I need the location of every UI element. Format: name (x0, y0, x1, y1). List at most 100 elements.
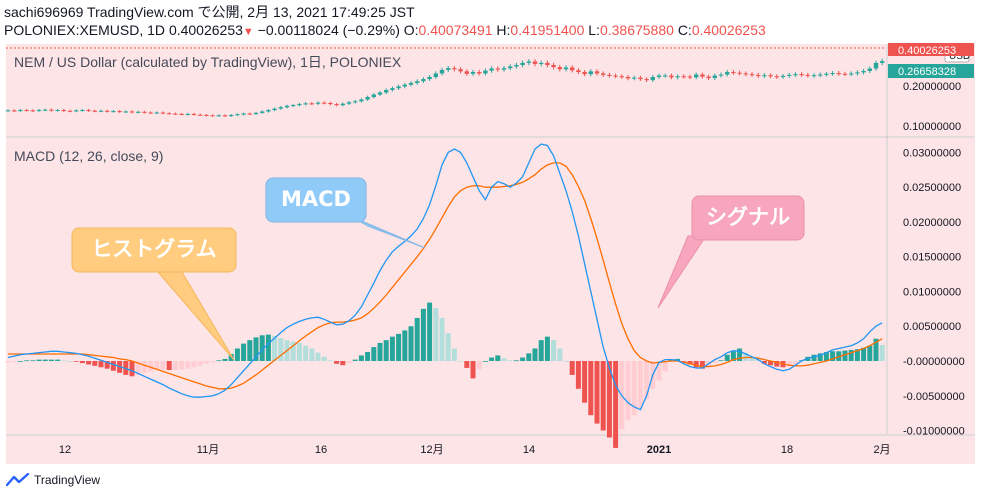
histogram-bar (489, 357, 495, 361)
footer-brand[interactable]: TradingView (6, 473, 100, 487)
candle-body (855, 72, 860, 74)
candle-body (204, 114, 209, 116)
histogram-bar (526, 353, 532, 361)
high-value: 0.41951400 (510, 22, 585, 38)
open-value: 0.40073491 (418, 22, 493, 38)
histogram-bar (272, 335, 278, 361)
macd-tick-label: -0.01000000 (903, 426, 965, 438)
tradingview-logo-icon (6, 473, 30, 487)
candle-body (278, 107, 283, 109)
histogram-bar (594, 361, 600, 424)
histogram-bar (879, 345, 885, 361)
histogram-bar (644, 361, 650, 400)
candle-body (86, 110, 91, 112)
candle-body (415, 81, 420, 83)
histogram-bar (724, 354, 730, 361)
candle-body (5, 110, 11, 112)
histogram-bar (5, 361, 11, 363)
candle-body (346, 102, 352, 104)
macd-pane-title: MACD (12, 26, close, 9) (14, 148, 163, 164)
candle-body (67, 110, 73, 112)
price-pane-background[interactable] (6, 44, 886, 136)
candle-body (625, 76, 631, 79)
candle-body (384, 90, 389, 93)
histogram-bar (296, 342, 302, 361)
candle-body (787, 74, 792, 76)
histogram-bar (588, 361, 594, 416)
candle-body (30, 110, 35, 112)
candle-body (173, 113, 178, 115)
candle-body (222, 115, 228, 117)
histogram-bar (309, 348, 315, 361)
price-candles (5, 58, 885, 118)
histogram-bar (575, 361, 581, 389)
candle-body (656, 75, 662, 77)
histogram-bar (712, 361, 718, 364)
candle-body (731, 72, 736, 74)
currency-badge-label: USD (949, 51, 970, 62)
macd-scale-background[interactable] (888, 138, 975, 434)
candle-body (297, 104, 302, 106)
candle-body (303, 103, 308, 105)
histogram-bar (259, 335, 265, 361)
histogram-bar (501, 358, 507, 361)
histogram-bar (92, 361, 98, 366)
macd-tick-label: 0.02500000 (903, 182, 961, 194)
candle-body (762, 75, 767, 77)
histogram-bar (396, 333, 402, 361)
candle-body (334, 104, 339, 106)
candle-body (111, 111, 116, 113)
histogram-bar (873, 338, 879, 361)
histogram-bar (222, 358, 228, 361)
price-pane-title: NEM / US Dollar (calculated by TradingVi… (14, 54, 402, 70)
candle-body (377, 92, 383, 95)
candle-body (154, 112, 159, 114)
macd-pane-background[interactable] (6, 138, 886, 434)
candle-body (191, 113, 197, 115)
histogram-bar (520, 357, 526, 361)
histogram-bar (197, 361, 203, 366)
histogram-bar (792, 361, 798, 365)
histogram-bar (464, 361, 470, 368)
candle-body (284, 105, 290, 108)
last-price-tag-label: 0.40026253 (898, 45, 956, 57)
candle-body (619, 76, 624, 78)
histogram-bar (166, 361, 172, 371)
histogram-bar (476, 361, 482, 370)
chart-canvas[interactable]: NEM / US Dollar (calculated by TradingVi… (0, 42, 982, 466)
candle-body (328, 103, 333, 105)
histogram-bar (730, 351, 736, 361)
symbol-label: POLONIEX:XEMUSD, 1D (4, 22, 166, 38)
histogram-bar (135, 361, 141, 375)
candle-body (873, 62, 879, 69)
candle-body (105, 110, 110, 112)
time-axis-labels: 12 11月 16 12月 14 2021 18 2月 (59, 444, 891, 456)
histogram-bar (854, 349, 860, 361)
histogram-bar (470, 361, 476, 379)
candle-body (61, 110, 66, 112)
histogram-bar (699, 361, 705, 369)
histogram-bar (265, 334, 271, 361)
candle-body (551, 65, 556, 68)
candle-body (266, 110, 271, 112)
histogram-bar (129, 361, 135, 377)
candle-body (464, 71, 469, 74)
candle-body (55, 110, 60, 112)
candle-body (216, 115, 221, 117)
candle-body (824, 73, 829, 75)
histogram-bar (24, 360, 30, 362)
histogram-bar (582, 361, 588, 403)
histogram-bar (656, 361, 662, 381)
histogram-bar (79, 361, 85, 364)
histogram-bar (786, 361, 792, 367)
candle-body (718, 74, 724, 76)
time-axis-background[interactable] (6, 436, 975, 464)
histogram-bar (749, 356, 755, 361)
histogram-bar (241, 343, 247, 361)
candle-body (340, 103, 345, 106)
candle-body (793, 74, 798, 76)
candle-body (675, 76, 680, 78)
macd-tick-label: 0.02000000 (903, 217, 961, 229)
candle-body (433, 73, 438, 77)
chart-header-publisher: sachi696969 TradingView.com で公開, 2月 13, … (4, 4, 415, 20)
